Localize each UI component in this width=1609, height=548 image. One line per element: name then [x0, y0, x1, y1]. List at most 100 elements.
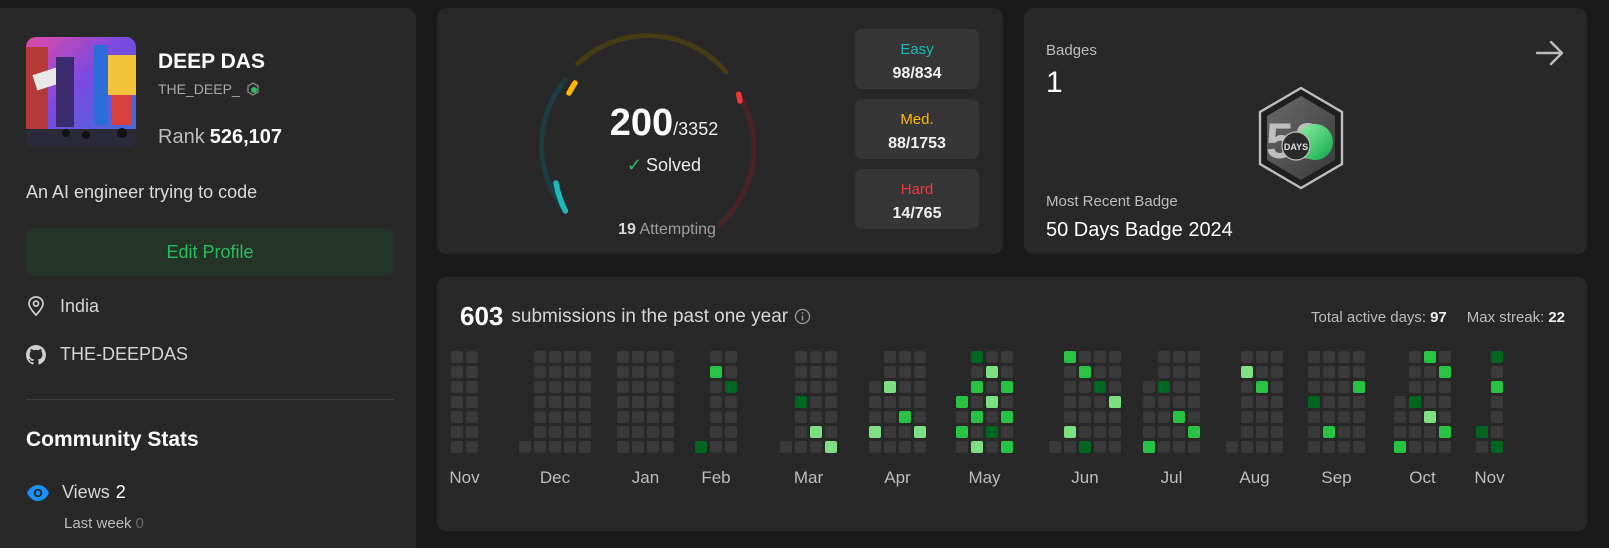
heatmap-cell[interactable]	[564, 351, 576, 363]
heatmap-cell[interactable]	[534, 351, 546, 363]
heatmap-cell[interactable]	[1158, 351, 1170, 363]
heatmap-cell[interactable]	[564, 381, 576, 393]
heatmap-cell[interactable]	[534, 441, 546, 453]
heatmap-cell[interactable]	[1001, 366, 1013, 378]
heatmap-cell[interactable]	[662, 441, 674, 453]
heatmap-cell[interactable]	[1064, 426, 1076, 438]
heatmap-cell[interactable]	[1079, 426, 1091, 438]
heatmap-cell[interactable]	[632, 411, 644, 423]
heatmap-cell[interactable]	[662, 411, 674, 423]
heatmap-cell[interactable]	[1094, 366, 1106, 378]
heatmap-cell[interactable]	[564, 411, 576, 423]
heatmap-cell[interactable]	[1188, 411, 1200, 423]
heatmap-cell[interactable]	[899, 411, 911, 423]
heatmap-cell[interactable]	[647, 351, 659, 363]
heatmap-cell[interactable]	[971, 426, 983, 438]
heatmap-cell[interactable]	[1001, 426, 1013, 438]
heatmap-cell[interactable]	[710, 441, 722, 453]
heatmap-cell[interactable]	[579, 381, 591, 393]
heatmap-cell[interactable]	[451, 441, 463, 453]
heatmap-cell[interactable]	[1424, 381, 1436, 393]
heatmap-cell[interactable]	[986, 411, 998, 423]
heatmap-cell[interactable]	[914, 426, 926, 438]
heatmap-cell[interactable]	[1271, 366, 1283, 378]
heatmap-cell[interactable]	[1409, 381, 1421, 393]
heatmap-cell[interactable]	[1338, 381, 1350, 393]
heatmap-cell[interactable]	[795, 426, 807, 438]
heatmap-cell[interactable]	[1353, 351, 1365, 363]
heatmap-cell[interactable]	[1308, 441, 1320, 453]
heatmap-cell[interactable]	[1064, 396, 1076, 408]
heatmap-cell[interactable]	[1173, 351, 1185, 363]
heatmap-cell[interactable]	[1394, 426, 1406, 438]
heatmap-cell[interactable]	[869, 381, 881, 393]
heatmap-cell[interactable]	[564, 366, 576, 378]
heatmap-cell[interactable]	[632, 381, 644, 393]
heatmap-cell[interactable]	[986, 381, 998, 393]
heatmap-cell[interactable]	[725, 411, 737, 423]
heatmap-cell[interactable]	[451, 426, 463, 438]
heatmap-cell[interactable]	[1308, 366, 1320, 378]
heatmap-cell[interactable]	[1353, 396, 1365, 408]
heatmap-cell[interactable]	[986, 396, 998, 408]
heatmap-cell[interactable]	[1424, 366, 1436, 378]
heatmap-cell[interactable]	[451, 366, 463, 378]
heatmap-cell[interactable]	[1323, 411, 1335, 423]
heatmap-cell[interactable]	[1424, 396, 1436, 408]
heatmap-cell[interactable]	[1188, 426, 1200, 438]
heatmap-cell[interactable]	[1173, 366, 1185, 378]
heatmap-cell[interactable]	[1323, 366, 1335, 378]
heatmap-cell[interactable]	[1188, 396, 1200, 408]
heatmap-cell[interactable]	[451, 396, 463, 408]
heatmap-cell[interactable]	[1079, 381, 1091, 393]
heatmap-cell[interactable]	[662, 351, 674, 363]
heatmap-cell[interactable]	[1439, 441, 1451, 453]
heatmap-cell[interactable]	[1338, 411, 1350, 423]
heatmap-cell[interactable]	[1094, 396, 1106, 408]
heatmap-cell[interactable]	[451, 351, 463, 363]
heatmap-cell[interactable]	[1094, 426, 1106, 438]
heatmap-cell[interactable]	[1439, 381, 1451, 393]
heatmap-cell[interactable]	[662, 381, 674, 393]
heatmap-cell[interactable]	[1001, 396, 1013, 408]
heatmap-cell[interactable]	[956, 396, 968, 408]
heatmap-cell[interactable]	[549, 366, 561, 378]
heatmap-cell[interactable]	[710, 411, 722, 423]
heatmap-cell[interactable]	[1424, 411, 1436, 423]
heatmap-cell[interactable]	[549, 351, 561, 363]
heatmap-cell[interactable]	[884, 411, 896, 423]
heatmap-cell[interactable]	[795, 366, 807, 378]
heatmap-cell[interactable]	[534, 426, 546, 438]
heatmap-cell[interactable]	[1323, 351, 1335, 363]
heatmap-cell[interactable]	[579, 441, 591, 453]
heatmap-cell[interactable]	[1158, 426, 1170, 438]
heatmap-cell[interactable]	[710, 396, 722, 408]
heatmap-cell[interactable]	[1109, 366, 1121, 378]
heatmap-cell[interactable]	[899, 426, 911, 438]
heatmap-cell[interactable]	[534, 381, 546, 393]
heatmap-cell[interactable]	[534, 396, 546, 408]
heatmap-cell[interactable]	[519, 441, 531, 453]
heatmap-cell[interactable]	[1001, 411, 1013, 423]
heatmap-cell[interactable]	[899, 366, 911, 378]
heatmap-cell[interactable]	[710, 381, 722, 393]
heatmap-cell[interactable]	[825, 426, 837, 438]
heatmap-cell[interactable]	[647, 411, 659, 423]
heatmap-cell[interactable]	[780, 441, 792, 453]
heatmap-cell[interactable]	[1323, 381, 1335, 393]
heatmap-cell[interactable]	[1064, 411, 1076, 423]
heatmap-cell[interactable]	[1241, 351, 1253, 363]
heatmap-cell[interactable]	[534, 366, 546, 378]
heatmap-cell[interactable]	[1256, 351, 1268, 363]
heatmap-cell[interactable]	[534, 411, 546, 423]
heatmap-cell[interactable]	[632, 396, 644, 408]
heatmap-cell[interactable]	[1424, 441, 1436, 453]
heatmap-cell[interactable]	[956, 426, 968, 438]
heatmap-cell[interactable]	[617, 381, 629, 393]
heatmap-cell[interactable]	[1394, 396, 1406, 408]
heatmap-cell[interactable]	[884, 366, 896, 378]
heatmap-cell[interactable]	[1409, 366, 1421, 378]
heatmap-cell[interactable]	[1271, 426, 1283, 438]
heatmap-cell[interactable]	[579, 411, 591, 423]
heatmap-cell[interactable]	[1158, 441, 1170, 453]
